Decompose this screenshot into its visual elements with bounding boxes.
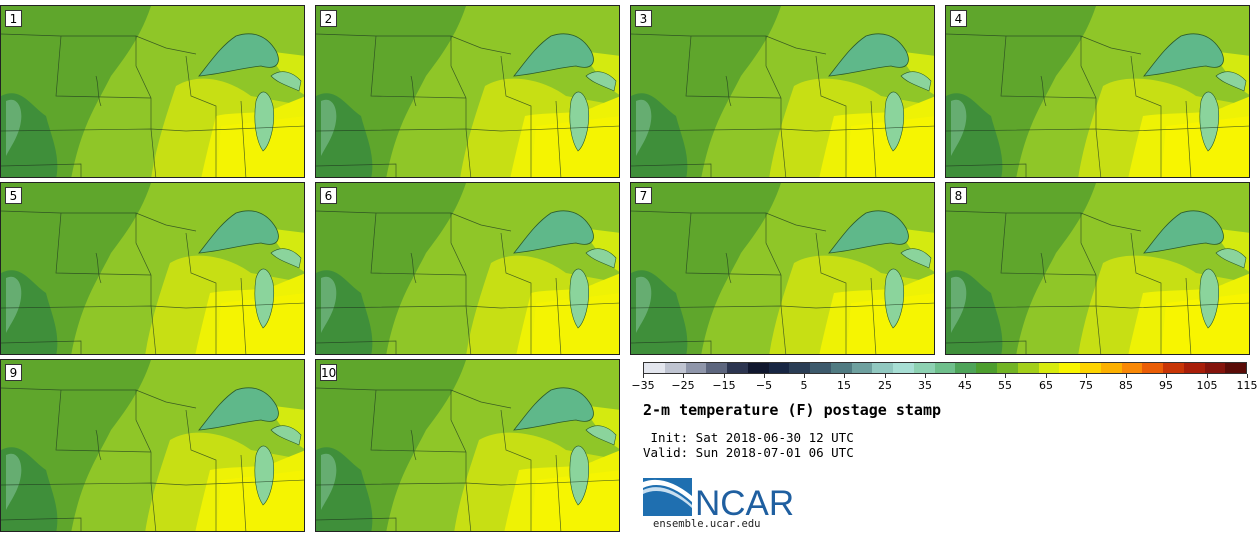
temperature-map: [316, 360, 619, 531]
colorbar-segment: [810, 363, 831, 373]
colorbar-segment: [747, 363, 769, 373]
colorbar-segment: [1017, 363, 1039, 373]
member-label: 6: [320, 187, 337, 204]
postage-stamp-panel: 6: [315, 182, 620, 355]
colorbar-segment: [664, 363, 686, 373]
ncar-logo: NCAR: [643, 478, 793, 520]
member-label: 7: [635, 187, 652, 204]
postage-stamp-panel: 5: [0, 182, 305, 355]
postage-stamp-panel: 7: [630, 182, 935, 355]
colorbar-tick: [683, 374, 684, 378]
colorbar-tick: [764, 374, 765, 378]
colorbar-segment: [1225, 363, 1247, 373]
postage-stamp-panel: 10: [315, 359, 620, 532]
colorbar-segment: [644, 363, 665, 373]
colorbar-tick: [1126, 374, 1127, 378]
colorbar-segment: [955, 363, 977, 373]
colorbar-tick-label: 105: [1196, 379, 1218, 392]
colorbar-tick-label: 65: [1039, 379, 1053, 392]
colorbar-segment: [1080, 363, 1101, 373]
postage-stamp-panel: 8: [945, 182, 1250, 355]
colorbar-tick-label: 35: [918, 379, 932, 392]
temperature-map: [631, 6, 934, 177]
colorbar-tick-label: 55: [998, 379, 1012, 392]
temperature-map: [316, 183, 619, 354]
colorbar-tick-label: 5: [800, 379, 808, 392]
member-label: 10: [320, 364, 337, 381]
colorbar-segment: [1038, 363, 1060, 373]
colorbar-tick: [965, 374, 966, 378]
temperature-colorbar: [643, 362, 1247, 374]
temperature-map: [946, 6, 1249, 177]
colorbar-tick: [804, 374, 805, 378]
colorbar-tick-label: 45: [958, 379, 972, 392]
postage-stamp-panel: 2: [315, 5, 620, 178]
postage-stamp-panel: 4: [945, 5, 1250, 178]
ncar-logo-text: NCAR: [695, 484, 793, 520]
member-label: 8: [950, 187, 967, 204]
colorbar-segment: [1100, 363, 1122, 373]
site-url: ensemble.ucar.edu: [653, 518, 761, 530]
colorbar-segment: [789, 363, 811, 373]
colorbar-segment: [1059, 363, 1081, 373]
colorbar-ticks: −35 −25 −15 −5 5 15 25 35 45 55 65 75 85 95 105 115: [631, 374, 1258, 394]
postage-stamp-panel: 9: [0, 359, 305, 532]
temperature-map: [631, 183, 934, 354]
colorbar-segment: [830, 363, 852, 373]
temperature-map: [1, 183, 304, 354]
colorbar-segment: [934, 363, 956, 373]
temperature-map: [1, 6, 304, 177]
colorbar-tick: [1086, 374, 1087, 378]
colorbar-tick: [1166, 374, 1167, 378]
colorbar-tick: [1046, 374, 1047, 378]
colorbar-tick-label: 115: [1236, 379, 1258, 392]
colorbar-segment: [1204, 363, 1226, 373]
colorbar-segment: [1163, 363, 1184, 373]
temperature-map: [316, 6, 619, 177]
colorbar-tick-label: 75: [1079, 379, 1093, 392]
member-label: 3: [635, 10, 652, 27]
temperature-map: [946, 183, 1249, 354]
colorbar-tick: [925, 374, 926, 378]
colorbar-tick-label: −5: [755, 379, 773, 392]
colorbar-segment: [851, 363, 873, 373]
colorbar-tick: [724, 374, 725, 378]
member-label: 1: [5, 10, 22, 27]
colorbar-tick: [1005, 374, 1006, 378]
postage-stamp-panel: 3: [630, 5, 935, 178]
colorbar-segment: [976, 363, 998, 373]
colorbar-tick-label: 95: [1159, 379, 1173, 392]
colorbar-segment: [768, 363, 790, 373]
colorbar-segment: [913, 363, 935, 373]
member-label: 9: [5, 364, 22, 381]
colorbar-segment: [872, 363, 894, 373]
colorbar-tick: [643, 374, 644, 378]
init-time: Init: Sat 2018-06-30 12 UTC: [643, 430, 854, 445]
colorbar-tick: [844, 374, 845, 378]
postage-stamp-panel: 1: [0, 5, 305, 178]
colorbar-segment: [997, 363, 1018, 373]
colorbar-tick-label: −15: [712, 379, 736, 392]
colorbar-segment: [1121, 363, 1143, 373]
colorbar-tick: [1207, 374, 1208, 378]
colorbar-tick-label: 85: [1119, 379, 1133, 392]
member-label: 5: [5, 187, 22, 204]
colorbar-tick: [1247, 374, 1248, 378]
valid-time: Valid: Sun 2018-07-01 06 UTC: [643, 445, 854, 460]
colorbar-tick-label: −25: [671, 379, 695, 392]
member-label: 2: [320, 10, 337, 27]
colorbar-segment: [1183, 363, 1205, 373]
colorbar-tick: [885, 374, 886, 378]
colorbar-segment: [893, 363, 914, 373]
colorbar-segment: [706, 363, 728, 373]
colorbar-segment: [685, 363, 707, 373]
colorbar-tick-label: 15: [837, 379, 851, 392]
colorbar-tick-label: −35: [631, 379, 655, 392]
colorbar-segment: [1142, 363, 1164, 373]
temperature-map: [1, 360, 304, 531]
colorbar-tick-label: 25: [878, 379, 892, 392]
chart-title: 2-m temperature (F) postage stamp: [643, 401, 942, 419]
colorbar-segment: [727, 363, 748, 373]
member-label: 4: [950, 10, 967, 27]
